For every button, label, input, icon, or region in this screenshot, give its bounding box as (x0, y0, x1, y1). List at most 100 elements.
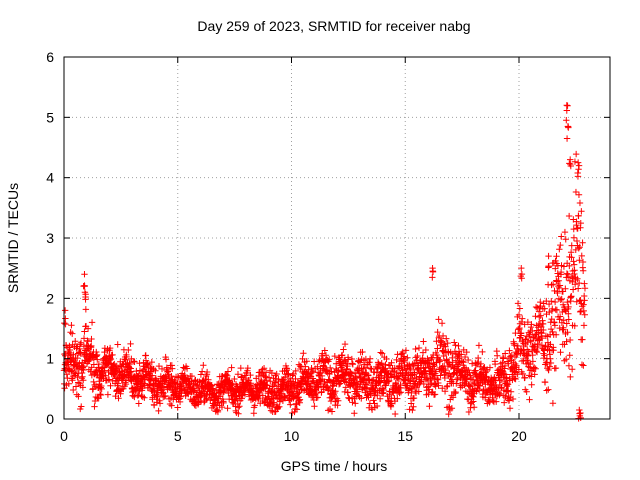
data-point (507, 394, 514, 401)
data-point (162, 356, 170, 363)
data-point (349, 360, 356, 367)
data-point (292, 367, 299, 375)
data-point (486, 364, 494, 371)
data-point (581, 311, 588, 318)
data-point (234, 404, 242, 411)
data-point (331, 352, 339, 360)
data-point (475, 386, 483, 394)
data-point (99, 363, 107, 371)
data-point (404, 354, 411, 361)
data-point (529, 327, 536, 335)
data-points (60, 102, 589, 422)
data-point (168, 402, 175, 409)
data-point (250, 410, 258, 417)
data-point (561, 228, 569, 236)
data-point (261, 373, 269, 380)
data-point (551, 298, 559, 306)
data-point (97, 391, 105, 399)
data-point (69, 330, 76, 337)
data-point (571, 267, 578, 274)
data-point (224, 368, 232, 375)
data-point (562, 356, 570, 363)
data-point (563, 117, 570, 124)
data-point (101, 367, 108, 374)
data-point (387, 374, 395, 381)
data-point (351, 410, 358, 417)
data-point (177, 393, 185, 400)
data-point (271, 379, 278, 387)
data-point (457, 384, 464, 391)
data-point (88, 342, 95, 350)
data-point (576, 257, 583, 264)
data-point (363, 384, 371, 391)
data-point (507, 388, 515, 395)
data-point (305, 366, 312, 373)
data-point (442, 366, 449, 374)
data-point (367, 365, 374, 372)
data-point (476, 382, 483, 390)
data-point (512, 375, 519, 383)
data-point (135, 391, 142, 399)
data-point (136, 360, 143, 367)
data-point (570, 225, 577, 233)
data-point (426, 403, 433, 410)
y-axis-label: SRMTID / TECUs (5, 183, 21, 293)
data-point (366, 355, 374, 363)
data-point (62, 315, 69, 322)
data-point (521, 374, 529, 381)
data-point (524, 318, 532, 326)
data-point (92, 353, 99, 360)
data-point (409, 406, 416, 414)
data-point (160, 384, 168, 392)
data-point (572, 188, 580, 196)
data-point (308, 387, 315, 394)
data-point (463, 348, 470, 356)
data-point (385, 378, 392, 385)
data-point (506, 347, 513, 354)
data-point (335, 397, 342, 404)
data-point (525, 333, 533, 340)
data-point (407, 366, 414, 374)
data-point (74, 354, 81, 362)
data-point (394, 395, 401, 402)
data-point (553, 252, 560, 260)
data-point (548, 297, 555, 305)
data-point (378, 360, 385, 367)
data-point (519, 370, 527, 378)
data-point (70, 351, 77, 358)
data-point (67, 329, 74, 336)
data-point (364, 359, 372, 367)
data-point (575, 191, 583, 198)
data-point (327, 364, 334, 372)
data-point (241, 391, 249, 398)
data-point (218, 403, 226, 411)
data-point (543, 359, 551, 366)
data-point (439, 385, 446, 392)
data-point (375, 360, 382, 368)
data-point (322, 352, 330, 359)
data-point (300, 350, 307, 357)
data-point (279, 377, 286, 384)
data-point (203, 368, 211, 376)
data-point (538, 334, 546, 342)
data-point (165, 366, 172, 374)
data-point (188, 372, 196, 380)
data-point (220, 386, 228, 394)
data-point (465, 408, 473, 416)
data-point (81, 328, 88, 335)
data-point (412, 354, 419, 361)
data-point (214, 408, 222, 416)
data-point (443, 335, 450, 342)
data-point (84, 325, 92, 332)
data-point (487, 378, 494, 385)
data-point (276, 403, 283, 410)
data-point (282, 394, 289, 401)
data-point (334, 402, 341, 409)
data-point (92, 393, 100, 401)
x-tick-label: 15 (397, 428, 413, 444)
data-point (434, 345, 441, 352)
data-point (285, 371, 292, 378)
data-point (563, 135, 571, 142)
data-point (292, 375, 299, 383)
data-point (344, 389, 352, 396)
